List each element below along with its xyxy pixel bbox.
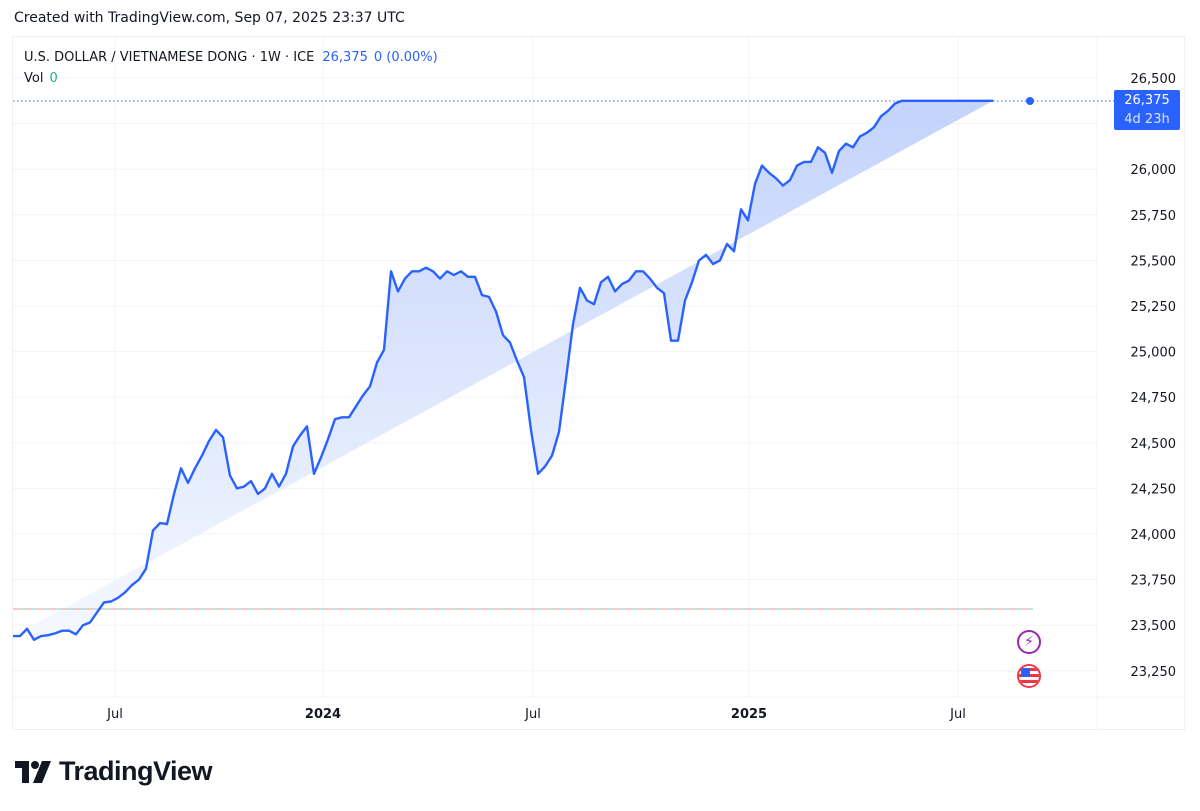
price-area-fill <box>13 100 993 640</box>
price-line <box>13 99 993 641</box>
legend-volume-value: 0 <box>49 71 58 86</box>
time-axis-label: Jul <box>524 707 541 722</box>
tradingview-logo[interactable]: TradingView <box>15 756 213 787</box>
price-axis-label: 24,000 <box>1131 528 1177 543</box>
legend-symbol-row: U.S. DOLLAR / VIETNAMESE DONG · 1W · ICE… <box>24 47 438 68</box>
time-axis-label: 2025 <box>731 707 767 722</box>
chart-grid <box>13 37 1185 729</box>
price-axis-label: 25,500 <box>1131 254 1177 269</box>
legend-last-price: 26,375 <box>322 50 368 65</box>
price-axis-label: 23,750 <box>1131 574 1177 589</box>
price-axis-label: 25,750 <box>1131 209 1177 224</box>
price-axis-label: 25,250 <box>1131 300 1177 315</box>
price-axis[interactable]: 23,250 23,500 23,750 24,000 24,250 24,500 24,7… <box>1131 72 1177 680</box>
legend-symbol[interactable]: U.S. DOLLAR / VIETNAMESE DONG · 1W · ICE <box>24 50 315 65</box>
last-price-tag-value: 26,375 <box>1124 93 1170 108</box>
time-axis-label: 2024 <box>305 707 341 722</box>
legend-volume-row: Vol 0 <box>24 68 438 89</box>
price-axis-label: 24,750 <box>1131 391 1177 406</box>
us-flag-graphic <box>1019 666 1039 686</box>
price-axis-label: 24,500 <box>1131 437 1177 452</box>
time-axis-label: Jul <box>949 707 966 722</box>
chart-legend: U.S. DOLLAR / VIETNAMESE DONG · 1W · ICE… <box>24 47 438 89</box>
tradingview-logo-icon <box>15 760 51 783</box>
time-axis-label: Jul <box>106 707 123 722</box>
chart-caption: Created with TradingView.com, Sep 07, 20… <box>14 10 405 26</box>
price-axis-label: 25,000 <box>1131 346 1177 361</box>
lightning-glyph: ⚡ <box>1024 634 1034 650</box>
legend-change: 0 (0.00%) <box>373 50 438 65</box>
tradingview-logo-text: TradingView <box>59 756 213 786</box>
bar-countdown: 4d 23h <box>1124 112 1170 127</box>
time-axis[interactable]: Jul 2024 Jul 2025 Jul <box>106 707 966 722</box>
legend-volume-label[interactable]: Vol <box>24 71 44 86</box>
us-flag-icon[interactable] <box>1017 664 1041 688</box>
last-price-tag: 26,375 4d 23h <box>1114 90 1180 130</box>
price-axis-label: 23,250 <box>1131 665 1177 680</box>
price-axis-label: 24,250 <box>1131 482 1177 497</box>
price-axis-label: 23,500 <box>1131 619 1177 634</box>
lightning-event-icon[interactable]: ⚡ <box>1017 630 1041 654</box>
last-price-dot <box>1026 97 1034 105</box>
price-axis-label: 26,000 <box>1131 163 1177 178</box>
chart-frame <box>12 36 1185 730</box>
price-axis-label: 26,500 <box>1131 72 1177 87</box>
